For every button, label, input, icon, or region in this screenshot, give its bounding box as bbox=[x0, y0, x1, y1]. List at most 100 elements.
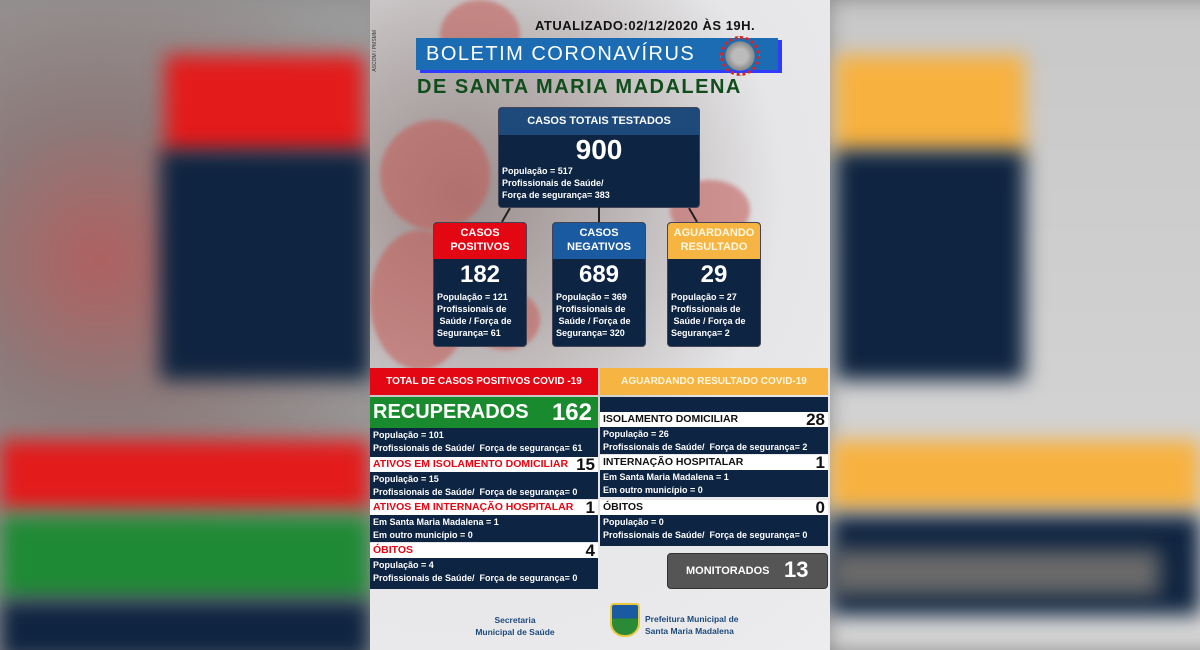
bulletin-poster: ASCOM / PMSMM ATUALIZADO:02/12/2020 ÀS 1… bbox=[370, 0, 830, 650]
case-card: CASOS POSITIVOS 182 População = 121 Profi… bbox=[433, 222, 527, 347]
section-value: 15 bbox=[576, 455, 595, 474]
city-hall: Prefeitura Municipal de Santa Maria Mada… bbox=[645, 613, 739, 637]
section-label-row: ÓBITOS 4 bbox=[370, 541, 598, 560]
detail-line: Profissionais de Saúde/ Força de seguran… bbox=[373, 487, 578, 497]
section-label-row: ATIVOS EM ISOLAMENTO DOMICILIAR 15 bbox=[370, 455, 598, 474]
section-details: Em Santa Maria Madalena = 1 Em outro muni… bbox=[370, 515, 598, 542]
section-label-row: ATIVOS EM INTERNAÇÃO HOSPITALAR 1 bbox=[370, 498, 598, 517]
case-card-header: AGUARDANDO RESULTADO bbox=[668, 223, 760, 259]
total-line: Força de segurança= 383 bbox=[502, 190, 610, 200]
detail-line: População = 4 bbox=[373, 560, 434, 570]
footer-line: Santa Maria Madalena bbox=[645, 626, 734, 636]
section-label: ATIVOS EM ISOLAMENTO DOMICILIAR bbox=[373, 458, 569, 470]
section-label-row: ÓBITOS 0 bbox=[600, 498, 828, 517]
detail-line: População = 0 bbox=[603, 517, 664, 527]
section-label: ATIVOS EM INTERNAÇÃO HOSPITALAR bbox=[373, 501, 574, 513]
case-label: POSITIVOS bbox=[450, 241, 510, 253]
updated-timestamp: ATUALIZADO:02/12/2020 ÀS 19H. bbox=[535, 18, 756, 33]
recovered-banner: RECUPERADOS 162 bbox=[370, 397, 598, 428]
awaiting-spacer bbox=[600, 397, 828, 412]
footer-line: Secretaria bbox=[494, 615, 536, 625]
section-label: ISOLAMENTO DOMICILIAR bbox=[603, 413, 739, 425]
section-label: ÓBITOS bbox=[603, 501, 644, 513]
section-value: 1 bbox=[815, 453, 825, 472]
title-banner: BOLETIM CORONAVÍRUS bbox=[416, 38, 778, 70]
connector-line bbox=[598, 207, 600, 223]
section-details: Em Santa Maria Madalena = 1 Em outro muni… bbox=[600, 470, 828, 497]
recovered-label: RECUPERADOS bbox=[373, 401, 529, 423]
detail-line: Em outro município = 0 bbox=[603, 485, 703, 495]
detail-line: Em Santa Maria Madalena = 1 bbox=[603, 472, 729, 482]
monitored-card: MONITORADOS 13 bbox=[667, 553, 828, 589]
case-detail: Profissionais de bbox=[437, 304, 507, 314]
total-tested-label: CASOS TOTAIS TESTADOS bbox=[499, 108, 699, 135]
detail-line: Em Santa Maria Madalena = 1 bbox=[373, 517, 499, 527]
recovered-details: População = 101 Profissionais de Saúde/ … bbox=[370, 428, 598, 457]
positive-header: TOTAL DE CASOS POSITIVOS COVID -19 bbox=[370, 368, 598, 395]
recovered-value: 162 bbox=[551, 399, 592, 426]
section-value: 28 bbox=[806, 410, 825, 429]
case-value: 29 bbox=[700, 261, 728, 288]
case-detail: Profissionais de bbox=[556, 304, 626, 314]
section-details: População = 15 Profissionais de Saúde/ Fo… bbox=[370, 472, 598, 499]
case-detail: Saúde / Força de bbox=[437, 316, 512, 326]
section-label: ÓBITOS bbox=[373, 544, 414, 556]
section-value: 1 bbox=[585, 498, 595, 517]
monitored-label: MONITORADOS bbox=[686, 565, 770, 577]
case-detail: Segurança= 2 bbox=[671, 328, 730, 338]
awaiting-header-text: AGUARDANDO RESULTADO COVID-19 bbox=[621, 376, 807, 387]
case-detail: População = 121 bbox=[437, 292, 508, 302]
footer-line: Prefeitura Municipal de bbox=[645, 614, 739, 624]
case-value: 689 bbox=[578, 261, 620, 288]
total-tested-card: CASOS TOTAIS TESTADOS 900 População = 51… bbox=[498, 107, 700, 208]
detail-line: População = 15 bbox=[373, 474, 439, 484]
section-value: 4 bbox=[585, 541, 595, 560]
credit-text: ASCOM / PMSMM bbox=[372, 30, 378, 72]
connector-line bbox=[501, 207, 511, 223]
case-detail: População = 369 bbox=[556, 292, 627, 302]
section-details: População = 26 Profissionais de Saúde/ Fo… bbox=[600, 427, 828, 454]
detail-line: Profissionais de Saúde/ Força de seguran… bbox=[373, 443, 583, 453]
detail-line: População = 101 bbox=[373, 430, 444, 440]
section-label-row: INTERNAÇÃO HOSPITALAR 1 bbox=[600, 453, 828, 472]
case-card-header: CASOS POSITIVOS bbox=[434, 223, 526, 259]
awaiting-header: AGUARDANDO RESULTADO COVID-19 bbox=[600, 368, 828, 395]
case-detail: População = 27 bbox=[671, 292, 737, 302]
positive-header-text: TOTAL DE CASOS POSITIVOS COVID -19 bbox=[386, 376, 582, 387]
total-line: População = 517 bbox=[502, 166, 573, 176]
total-tested-value: 900 bbox=[575, 134, 623, 165]
blurred-background-left bbox=[0, 0, 370, 650]
monitored-value: 13 bbox=[784, 557, 809, 582]
case-detail: Profissionais de bbox=[671, 304, 741, 314]
section-label: INTERNAÇÃO HOSPITALAR bbox=[603, 456, 744, 468]
section-label-row: ISOLAMENTO DOMICILIAR 28 bbox=[600, 410, 828, 429]
footer-line: Municipal de Saúde bbox=[475, 627, 555, 637]
case-label: AGUARDANDO bbox=[673, 227, 755, 239]
case-card: CASOS NEGATIVOS 689 População = 369 Profi… bbox=[552, 222, 646, 347]
case-value: 182 bbox=[459, 261, 501, 288]
section-value: 0 bbox=[815, 498, 825, 517]
detail-line: Em outro município = 0 bbox=[373, 530, 473, 540]
detail-line: População = 26 bbox=[603, 429, 669, 439]
detail-line: Profissionais de Saúde/ Força de seguran… bbox=[603, 442, 808, 452]
section-details: População = 4 Profissionais de Saúde/ For… bbox=[370, 558, 598, 589]
case-label: NEGATIVOS bbox=[567, 241, 631, 253]
case-detail: Saúde / Força de bbox=[556, 316, 631, 326]
case-detail: Saúde / Força de bbox=[671, 316, 746, 326]
virus-icon bbox=[720, 36, 760, 76]
case-label: CASOS bbox=[579, 227, 619, 239]
total-line: Profissionais de Saúde/ bbox=[502, 178, 604, 188]
case-card: AGUARDANDO RESULTADO 29 População = 27 Pr… bbox=[667, 222, 761, 347]
case-detail: Segurança= 61 bbox=[437, 328, 501, 338]
blurred-background-right bbox=[830, 0, 1200, 650]
case-label: RESULTADO bbox=[680, 241, 748, 253]
health-secretariat: Secretaria Municipal de Saúde bbox=[470, 614, 560, 638]
subtitle: DE SANTA MARIA MADALENA bbox=[417, 76, 742, 98]
detail-line: Profissionais de Saúde/ Força de seguran… bbox=[373, 573, 578, 583]
case-label: CASOS bbox=[460, 227, 500, 239]
section-details: População = 0 Profissionais de Saúde/ For… bbox=[600, 515, 828, 546]
detail-line: Profissionais de Saúde/ Força de seguran… bbox=[603, 530, 808, 540]
municipal-coat-of-arms bbox=[610, 603, 640, 637]
case-card-header: CASOS NEGATIVOS bbox=[553, 223, 645, 259]
case-detail: Segurança= 320 bbox=[556, 328, 625, 338]
